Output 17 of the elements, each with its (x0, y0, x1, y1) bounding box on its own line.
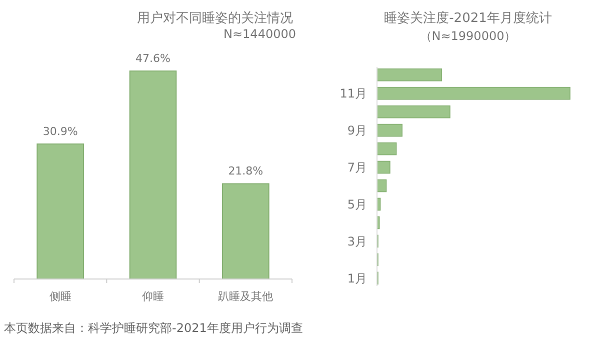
chart-title: 睡姿关注度-2021年月度统计 (384, 10, 552, 26)
x-tick-label: 趴睡及其他 (218, 290, 274, 303)
y-tick-label: 7月 (347, 160, 367, 174)
data-label: 47.6% (136, 52, 170, 65)
x-tick-label: 侧睡 (49, 290, 72, 303)
chart-subtitle: （N≈1990000） (420, 29, 516, 43)
y-tick-label: 11月 (340, 86, 367, 101)
data-label: 30.9% (42, 124, 78, 138)
y-tick-label: 9月 (347, 123, 367, 138)
data-label: 21.8% (228, 164, 264, 178)
chart-subtitle: N≈1440000 (224, 27, 296, 41)
text: 本页数据来自：科学护睡研究部-2021年度用户行为调查 (4, 321, 303, 335)
y-tick-label: 5月 (347, 197, 367, 212)
x-tick-label: 仰睡 (142, 290, 164, 303)
chart-title: 用户对不同睡姿的关注情况 (137, 11, 293, 26)
y-tick-label: 3月 (347, 234, 367, 248)
y-tick-label: 1月 (347, 271, 367, 286)
